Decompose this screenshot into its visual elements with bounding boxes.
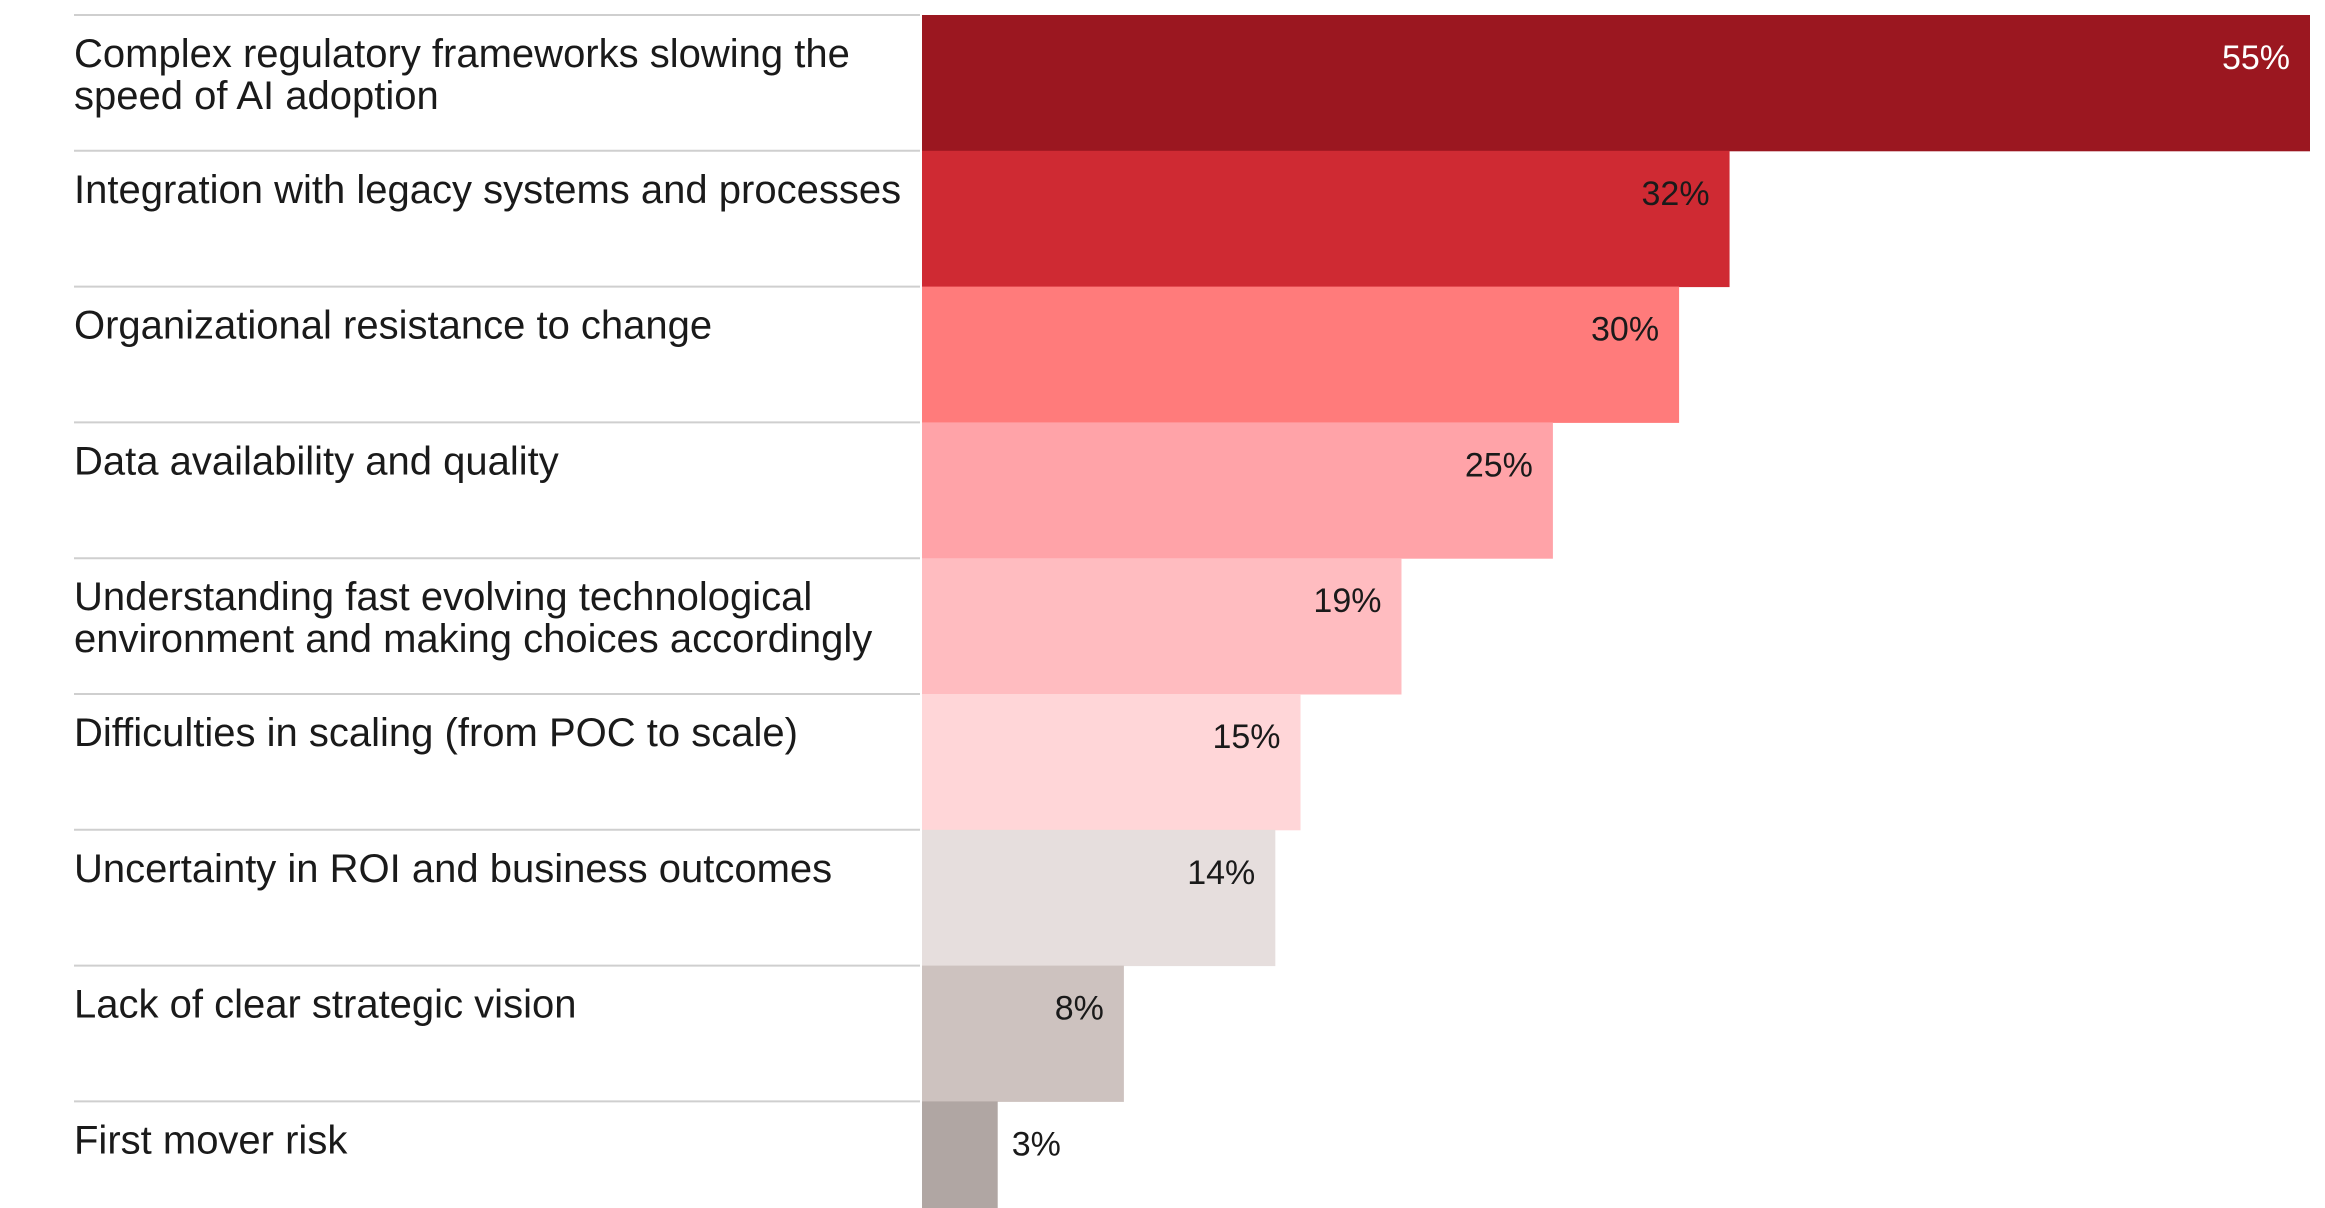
value-label: 3% xyxy=(1012,1125,1061,1163)
bar-6 xyxy=(922,694,1301,831)
value-label: 32% xyxy=(1642,175,1710,213)
value-label: 14% xyxy=(1187,854,1255,892)
category-label: Lack of clear strategic vision xyxy=(74,983,576,1027)
category-label: Uncertainty in ROI and business outcomes xyxy=(74,847,832,891)
bar-8 xyxy=(922,965,1124,1102)
value-labels: 55% 32% 30% 25% 19% 15% 14% 8% 3% xyxy=(1012,39,2290,1163)
category-label: Understanding fast evolving technologica… xyxy=(74,575,872,661)
value-label: 15% xyxy=(1212,718,1280,756)
category-label: Complex regulatory frameworks slowing th… xyxy=(74,32,850,118)
value-label: 19% xyxy=(1313,582,1381,620)
value-label: 30% xyxy=(1591,311,1659,349)
bar-9 xyxy=(922,1101,998,1208)
value-label: 55% xyxy=(2222,39,2290,77)
category-label: Difficulties in scaling (from POC to sca… xyxy=(74,711,798,755)
value-label: 25% xyxy=(1465,446,1533,484)
bars xyxy=(922,15,2310,1208)
bar-4 xyxy=(922,422,1553,559)
category-label: Data availability and quality xyxy=(74,439,559,483)
value-label: 8% xyxy=(1055,990,1104,1028)
bar-7 xyxy=(922,829,1276,967)
bar-2 xyxy=(922,150,1730,288)
category-label: First mover risk xyxy=(74,1118,348,1162)
bar-1 xyxy=(922,15,2310,152)
row-separators xyxy=(74,14,920,1103)
bar-3 xyxy=(922,286,1680,423)
category-label: Integration with legacy systems and proc… xyxy=(74,168,901,212)
category-labels: Complex regulatory frameworks slowing th… xyxy=(74,32,901,1162)
bar-5 xyxy=(922,558,1402,695)
category-label: Organizational resistance to change xyxy=(74,304,712,348)
